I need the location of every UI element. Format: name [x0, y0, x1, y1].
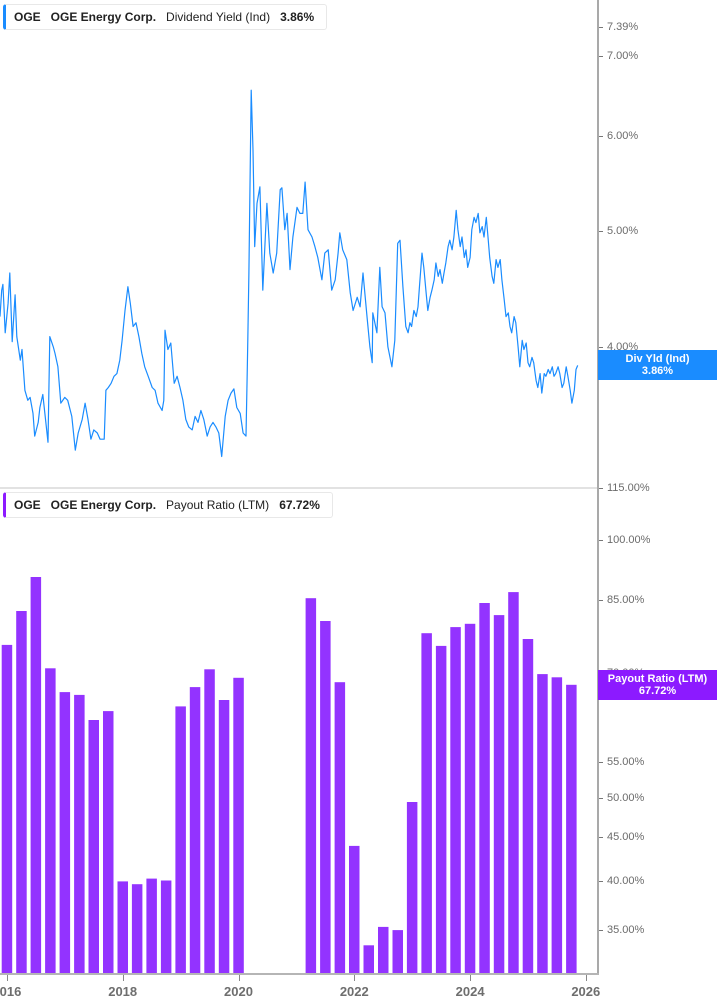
y-tick-label: 7.39% [607, 21, 639, 34]
payout-ratio-bar [435, 645, 447, 974]
x-tick-mark [470, 975, 472, 981]
y-tick-mark [599, 762, 603, 764]
payout-ratio-bar [334, 682, 346, 974]
payout-ratio-bar [508, 592, 519, 974]
payout-ratio-bar [363, 945, 374, 974]
x-tick-mark [354, 975, 356, 981]
payout-ratio-bar [218, 700, 230, 974]
y-tick-label: 35.00% [607, 924, 645, 937]
y-tick-mark [599, 797, 603, 799]
x-tick-label: 2022 [339, 984, 369, 999]
payout-ratio-bar [450, 627, 461, 974]
payout-ratio-bar [1, 644, 13, 974]
y-tick-label: 85.00% [607, 594, 645, 607]
payout-ratio-bar [204, 669, 215, 974]
payout-ratio-bar [464, 623, 476, 974]
payout-ratio-bar [117, 881, 128, 974]
y-tick-mark [599, 930, 603, 932]
legend-metric: Payout Ratio (LTM) [166, 498, 270, 512]
y-tick-mark [599, 27, 603, 29]
payout-ratio-bar [103, 711, 114, 974]
y-tick-label: 7.00% [607, 49, 639, 62]
legend-payout-ratio[interactable]: OGE OGE Energy Corp. Payout Ratio (LTM) … [3, 492, 333, 518]
y-tick-label: 40.00% [607, 874, 645, 887]
legend-ticker: OGE [14, 10, 41, 24]
payout-ratio-bar [421, 633, 432, 974]
y-tick-label: 4.00% [607, 340, 639, 353]
y-tick-mark [599, 836, 603, 838]
payout-ratio-bar [131, 884, 143, 974]
payout-ratio-bar [189, 687, 201, 974]
payout-ratio-bar [522, 639, 534, 974]
y-tick-mark [599, 539, 603, 541]
tag-value: 67.72% [638, 684, 677, 697]
y-tick-label: 50.00% [607, 791, 645, 804]
x-tick-label: 2020 [224, 984, 253, 999]
payout-ratio-value-tag: Payout Ratio (LTM) 67.72% [598, 669, 717, 700]
y-tick-mark [599, 55, 603, 57]
payout-ratio-bar [16, 611, 27, 974]
y-tick-label: 115.00% [607, 482, 650, 494]
dividend-yield-value-tag: Div Yld (Ind) 3.86% [598, 350, 717, 381]
payout-ratio-bar [349, 845, 360, 974]
legend-dividend-yield[interactable]: OGE OGE Energy Corp. Dividend Yield (Ind… [3, 4, 328, 30]
tag-label: Div Yld (Ind) [625, 353, 690, 366]
legend-ticker: OGE [14, 498, 41, 512]
tag-label: Payout Ratio (LTM) [607, 672, 708, 685]
payout-ratio-bar [59, 692, 71, 974]
x-tick-mark [6, 975, 8, 981]
y-tick-label: 100.00% [607, 533, 651, 546]
panel-separator [0, 487, 598, 489]
x-tick-label: 2016 [0, 984, 22, 999]
payout-ratio-bar [378, 926, 389, 974]
legend-company: OGE Energy Corp. [50, 10, 157, 24]
payout-ratio-bar [45, 668, 56, 974]
payout-ratio-bar [88, 720, 99, 974]
legend-company: OGE Energy Corp. [50, 498, 157, 512]
legend-value: 3.86% [280, 10, 315, 24]
x-tick-mark [585, 975, 587, 981]
payout-ratio-bar [551, 677, 563, 974]
y-tick-label: 55.00% [607, 756, 645, 769]
y-tick-mark [599, 600, 603, 602]
payout-ratio-bar [175, 706, 186, 974]
payout-ratio-bar [305, 598, 317, 974]
y-tick-mark [599, 880, 603, 882]
payout-ratio-bar [233, 677, 244, 974]
y-tick-label: 45.00% [607, 830, 645, 843]
plot-area[interactable] [0, 0, 598, 974]
tag-value: 3.86% [641, 365, 674, 378]
x-tick-label: 2018 [108, 984, 138, 999]
payout-ratio-bar [566, 684, 577, 974]
x-tick-label: 2024 [455, 984, 485, 999]
payout-ratio-bar [74, 694, 85, 974]
y-tick-mark [599, 488, 603, 489]
payout-ratio-bar [392, 930, 403, 974]
payout-ratio-bar [30, 577, 42, 974]
x-tick-mark [122, 975, 124, 981]
payout-ratio-bar [493, 615, 505, 974]
legend-value: 67.72% [279, 498, 320, 512]
y-axis-line [597, 0, 599, 975]
payout-ratio-bar [146, 878, 157, 974]
x-tick-label: 2026 [571, 984, 601, 999]
payout-ratio-bar [160, 880, 172, 974]
payout-ratio-bar [406, 802, 418, 974]
y-tick-label: 6.00% [607, 129, 639, 142]
x-tick-mark [238, 975, 240, 981]
payout-ratio-bar [479, 603, 490, 974]
payout-ratio-bar [537, 674, 548, 974]
legend-metric: Dividend Yield (Ind) [166, 10, 271, 24]
payout-ratio-bar [320, 621, 331, 974]
y-tick-mark [599, 230, 603, 232]
y-tick-mark [599, 346, 603, 348]
payout-ratio-bars [1, 577, 577, 974]
dividend-yield-line [0, 89, 579, 458]
y-tick-label: 5.00% [607, 224, 639, 237]
y-tick-mark [599, 135, 603, 137]
x-axis-line [0, 973, 599, 975]
